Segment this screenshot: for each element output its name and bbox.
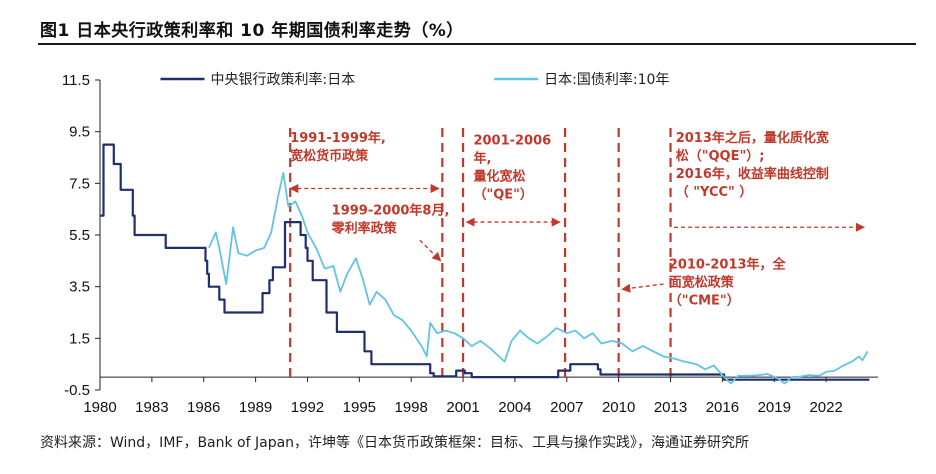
x-tick-label: 1989	[239, 399, 272, 416]
annotation-text: 2001-2006 年, 量化宽松 （"QE"）	[473, 134, 551, 203]
series-layer	[100, 143, 870, 385]
annotation-line: 2001-2006	[473, 134, 551, 149]
legend-label: 日本:国债利率:10年	[544, 71, 669, 88]
title-rule	[38, 43, 916, 45]
annotation-line: 1991-1999年,	[290, 130, 386, 146]
x-tick-label: 2016	[706, 399, 739, 416]
annotation-arrow	[621, 283, 664, 293]
y-tick-label: 9.5	[69, 124, 90, 141]
x-tick-label: 2001	[446, 399, 479, 416]
annotation-line: 零利率政策	[331, 220, 398, 236]
annotation-line: 松（"QQE"）;	[676, 148, 765, 164]
annotation-line: 2013年之后，量化质化宽	[676, 130, 829, 146]
annotation-text: 1999-2000年8月, 零利率政策	[331, 202, 450, 236]
annotation-line: （ "YCC" ）	[676, 184, 753, 200]
period-lines	[289, 128, 672, 378]
annotation-line: 1999-2000年8月,	[332, 202, 450, 218]
bond-yield-line	[208, 172, 869, 385]
annotation-text: 1991-1999年, 宽松货币政策	[289, 130, 386, 164]
annotation-line: 2010-2013年，全	[669, 257, 787, 273]
x-tick-label: 2007	[550, 399, 583, 416]
y-tick-label: 1.5	[69, 330, 90, 347]
y-tick-label: 5.5	[69, 227, 90, 244]
annotation-text: 2010-2013年，全面宽松政策 （"CME"）	[669, 257, 787, 309]
annotation-arrow	[419, 239, 442, 262]
x-tick-label: 1998	[395, 399, 428, 416]
annotation-line: 量化宽松	[473, 169, 525, 185]
annotation-line: 2016年，收益率曲线控制	[676, 166, 829, 182]
y-tick-label: 11.5	[62, 72, 90, 89]
y-tick-label: 7.5	[69, 175, 90, 192]
x-tick-label: 2013	[654, 399, 687, 416]
x-tick-label: 2004	[498, 399, 531, 416]
annotation-line: （"CME"）	[669, 293, 740, 309]
annotations-layer: 1991-1999年, 宽松货币政策 1999-2000年8月, 零利率政策 2001-…	[289, 130, 829, 309]
annotation-text: 2013年之后，量化质化宽松（"QQE"）; 2016年，收益率曲线控制 （ "YC…	[676, 130, 829, 200]
x-tick-label: 1992	[291, 399, 324, 416]
x-tick-label: 2022	[809, 399, 842, 416]
x-tick-label: 1983	[135, 399, 168, 416]
legend-label: 中央银行政策利率:日本	[211, 71, 356, 88]
annotation-line: （"QE"）	[473, 187, 532, 203]
annotation-line: 宽松货币政策	[289, 148, 369, 164]
x-tick-label: 2019	[758, 399, 791, 416]
source-note: 资料来源：Wind，IMF，Bank of Japan，许坤等《日本货币政策框架…	[40, 435, 750, 451]
annotation-line: 面宽松政策	[669, 275, 735, 291]
annotation-line: 年,	[473, 151, 491, 167]
policy-rate-line	[100, 143, 870, 381]
x-tick-label: 1980	[83, 399, 116, 416]
x-tick-label: 2010	[602, 399, 635, 416]
chart-header: 图1 日本央行政策利率和 10 年期国债利率走势（%）	[0, 0, 936, 45]
x-tick-label: 1995	[343, 399, 376, 416]
y-tick-label: -0.5	[64, 382, 90, 399]
x-tick-label: 1986	[187, 399, 220, 416]
y-tick-label: 3.5	[69, 279, 90, 296]
chart-title: 图1 日本央行政策利率和 10 年期国债利率走势（%）	[40, 21, 464, 41]
legend: 中央银行政策利率:日本 日本:国债利率:10年	[160, 71, 669, 88]
arrows-layer	[289, 183, 866, 293]
